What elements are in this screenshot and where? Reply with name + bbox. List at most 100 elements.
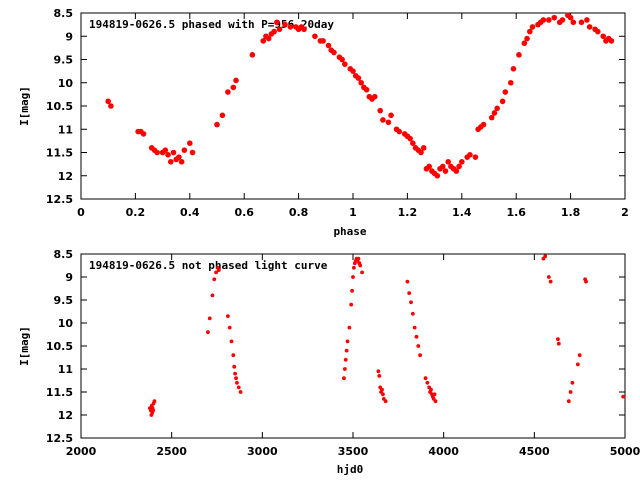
phased-points: [105, 12, 615, 179]
phased-data-point: [559, 17, 566, 23]
phased-data-point: [491, 110, 498, 116]
phased-x-tick-label: 2: [621, 206, 629, 219]
phased-data-point: [355, 75, 362, 81]
phased-data-point: [426, 163, 432, 170]
phased-x-tick-label: 0.8: [289, 206, 309, 219]
unphased-data-point: [214, 270, 218, 275]
unphased-data-point: [409, 300, 413, 305]
phased-y-tick-label: 11: [58, 123, 73, 136]
unphased-data-point: [383, 399, 388, 404]
unphased-data-point: [566, 399, 571, 404]
phased-y-tick-label: 8.5: [54, 7, 74, 20]
phased-data-point: [467, 152, 473, 158]
phased-x-tick-label: 1.8: [561, 206, 581, 219]
unphased-data-point: [414, 334, 419, 339]
phased-y-tick-label: 10.5: [46, 100, 73, 113]
phased-data-point: [586, 24, 593, 30]
unphased-data-point: [577, 353, 582, 358]
phased-data-point: [331, 49, 337, 56]
unphased-data-point: [405, 279, 410, 284]
phased-x-tick-label: 0.6: [234, 206, 254, 219]
unphased-data-point: [231, 353, 236, 358]
unphased-x-axis-label: hjd0: [337, 463, 364, 476]
phased-data-point: [140, 131, 147, 137]
phased-data-point: [420, 145, 427, 151]
phased-data-point: [510, 66, 517, 72]
unphased-data-point: [412, 325, 417, 330]
unphased-data-point: [358, 263, 363, 268]
phased-data-point: [584, 17, 590, 23]
phased-data-point: [377, 107, 384, 114]
phased-data-point: [181, 147, 188, 153]
phased-data-point: [502, 89, 509, 95]
phased-data-point: [380, 117, 386, 123]
phased-chart-title: 194819-0626.5 phased with P=956.20day: [89, 18, 334, 31]
unphased-data-point: [432, 392, 437, 397]
unphased-data-point: [210, 293, 215, 298]
phased-ticks: 0 0.2 0.4 0.6 0.8 1 1.2 1.4 1.6 1.8 2 8.5 9 9.5 10 10.5…: [46, 7, 629, 219]
phased-data-point: [265, 35, 272, 42]
phased-data-point: [418, 149, 424, 156]
phased-data-point: [225, 89, 231, 95]
unphased-data-point: [410, 311, 415, 316]
unphased-x-tick-label: 4500: [519, 445, 550, 458]
unphased-data-point: [568, 390, 573, 394]
phased-data-point: [595, 28, 601, 35]
phased-data-point: [371, 93, 378, 100]
unphased-data-point: [570, 380, 575, 385]
phased-plot-frame: [80, 12, 626, 200]
phased-y-tick-label: 12: [58, 170, 73, 183]
phased-data-point: [260, 38, 267, 44]
phased-data-point: [271, 28, 277, 35]
phased-data-point: [176, 154, 182, 160]
phased-data-point: [325, 42, 332, 49]
unphased-data-point: [376, 369, 381, 374]
phased-data-point: [363, 86, 370, 93]
phased-y-tick-label: 10: [58, 77, 74, 90]
phased-data-point: [524, 35, 530, 42]
unphased-x-tick-label: 3500: [338, 445, 369, 458]
phased-data-point: [445, 159, 452, 165]
unphased-y-axis-label: I[mag]: [18, 326, 31, 366]
phased-data-point: [608, 38, 615, 44]
phased-data-point: [230, 84, 237, 91]
phased-data-point: [488, 114, 495, 121]
phased-data-point: [521, 40, 528, 47]
unphased-data-point: [425, 380, 430, 385]
unphased-y-tick-label: 12: [58, 409, 73, 422]
phased-data-point: [167, 159, 174, 165]
phased-data-point: [189, 149, 196, 156]
phased-data-point: [442, 168, 449, 174]
phased-x-tick-label: 1.4: [452, 206, 472, 219]
unphased-data-point: [380, 387, 384, 392]
phased-data-point: [385, 119, 392, 126]
unphased-data-point: [351, 275, 355, 279]
unphased-y-tick-label: 11.5: [46, 386, 73, 399]
unphased-data-point: [152, 399, 157, 404]
unphased-data-point: [212, 277, 217, 282]
phased-x-tick-label: 1.2: [398, 206, 418, 219]
unphased-x-tick-label: 2500: [156, 445, 187, 458]
phased-data-point: [410, 140, 416, 146]
phased-data-point: [282, 21, 288, 28]
phased-data-point: [396, 128, 403, 135]
phased-data-point: [105, 98, 111, 105]
phased-data-point: [249, 52, 256, 58]
unphased-data-point: [234, 376, 238, 381]
phased-data-point: [219, 112, 226, 119]
unphased-data-point: [347, 325, 352, 330]
phased-data-point: [276, 26, 283, 33]
phased-x-tick-label: 0: [77, 206, 85, 219]
unphased-data-point: [350, 288, 354, 293]
unphased-x-tick-label: 4000: [428, 445, 459, 458]
phased-data-point: [339, 56, 345, 63]
unphased-data-point: [360, 270, 364, 275]
phased-data-point: [407, 135, 413, 142]
unphased-data-point: [429, 387, 433, 392]
phased-data-point: [108, 103, 114, 109]
unphased-data-point: [227, 325, 232, 330]
unphased-data-point: [546, 275, 551, 279]
unphased-y-tick-label: 9: [65, 271, 73, 284]
phased-data-point: [214, 121, 220, 128]
unphased-data-point: [556, 337, 560, 341]
